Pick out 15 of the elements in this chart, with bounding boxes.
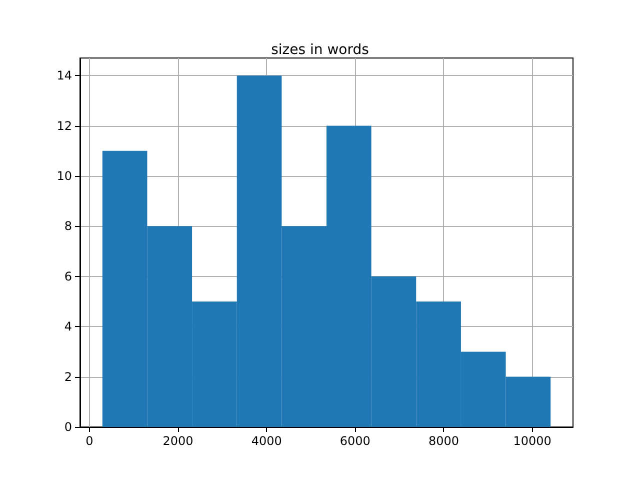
- y-tick-label: 0: [64, 420, 72, 434]
- x-tick-label: 2000: [162, 434, 194, 448]
- y-tick-label: 8: [64, 219, 72, 234]
- y-tick-label: 14: [56, 68, 72, 83]
- x-tick-label: 0: [86, 434, 94, 448]
- chart-title: sizes in words: [271, 42, 369, 58]
- y-tick-label: 10: [56, 168, 72, 183]
- y-tick-label: 12: [56, 118, 72, 133]
- x-tick-label: 8000: [428, 434, 459, 448]
- x-tick-label: 4000: [251, 434, 282, 448]
- y-tick-label: 4: [64, 320, 72, 334]
- y-tick-label: 2: [64, 370, 72, 384]
- x-tick-label: 6000: [340, 434, 370, 448]
- y-tick-label: 6: [64, 269, 72, 284]
- x-tick-label: 10000: [513, 434, 552, 448]
